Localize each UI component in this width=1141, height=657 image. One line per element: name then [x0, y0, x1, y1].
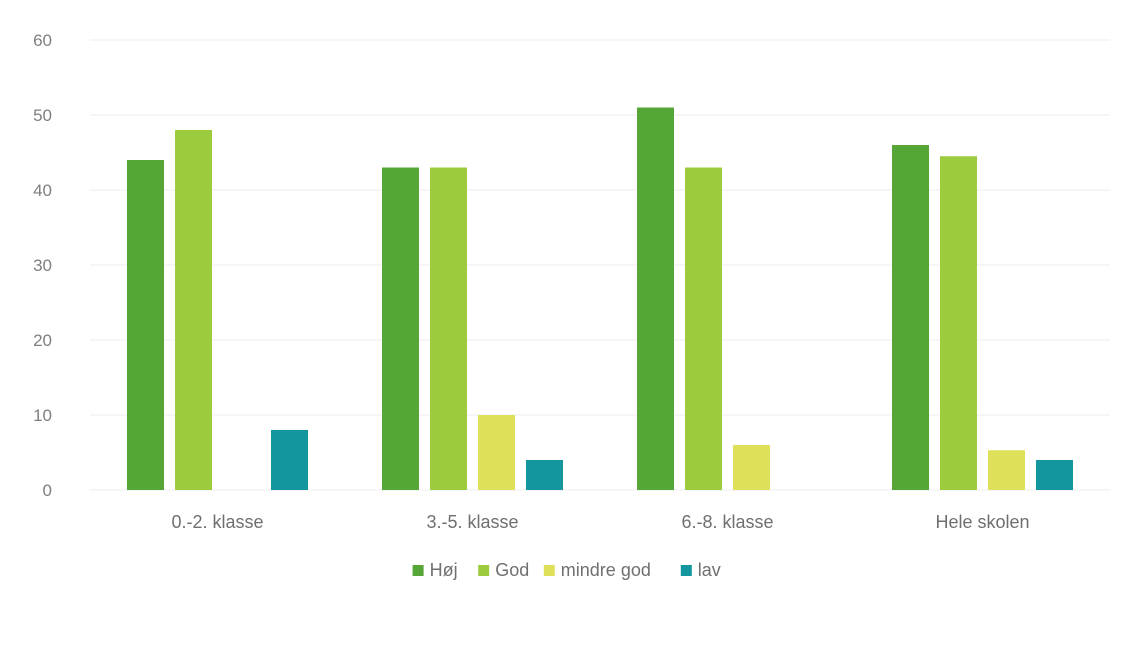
bar-god-3: [685, 167, 722, 490]
legend-swatch-mindre-god: [543, 565, 555, 576]
legend-label: mindre god: [561, 560, 651, 580]
y-tick-label: 0: [43, 481, 52, 500]
x-tick-label: 3.-5. klasse: [426, 512, 518, 532]
x-tick-label: 6.-8. klasse: [681, 512, 773, 532]
bar-god-1: [175, 130, 212, 490]
legend-item: God: [478, 560, 529, 580]
bar-høj-3: [637, 107, 674, 490]
bar-høj-2: [382, 167, 419, 490]
legend-item: lav: [680, 560, 721, 580]
gridlines: [90, 39, 1110, 491]
bar-høj-1: [127, 160, 164, 490]
legend-item: Høj: [412, 560, 458, 580]
y-tick-label: 40: [33, 181, 52, 200]
bar-mindre-god-2: [478, 415, 515, 490]
legend-label: lav: [698, 560, 721, 580]
bar-lav-1: [271, 430, 308, 490]
legend-item: mindre god: [543, 560, 651, 580]
y-tick-label: 20: [33, 331, 52, 350]
y-tick-label: 50: [33, 106, 52, 125]
x-tick-label: Hele skolen: [935, 512, 1029, 532]
y-tick-label: 30: [33, 256, 52, 275]
legend-swatch-god: [478, 565, 490, 576]
bar-mindre-god-4: [988, 450, 1025, 490]
bar-god-2: [430, 167, 467, 490]
bar-lav-4: [1036, 460, 1073, 490]
y-tick-label: 60: [33, 31, 52, 50]
legend: Høj God mindre god lav: [412, 560, 721, 580]
y-tick-label: 10: [33, 406, 52, 425]
legend-label: Høj: [430, 560, 458, 580]
bar-god-4: [940, 156, 977, 490]
bar-høj-4: [892, 145, 929, 490]
axes: 0 10 20 30 40 50 60 0.-2. klasse 3.-5. klasse 6.-…: [33, 31, 1029, 532]
legend-label: God: [495, 560, 529, 580]
bar-mindre-god-3: [733, 445, 770, 490]
legend-swatch-lav: [680, 565, 692, 576]
legend-swatch-høj: [412, 565, 424, 576]
bar-lav-2: [526, 460, 563, 490]
bars: [127, 107, 1073, 490]
x-tick-label: 0.-2. klasse: [171, 512, 263, 532]
